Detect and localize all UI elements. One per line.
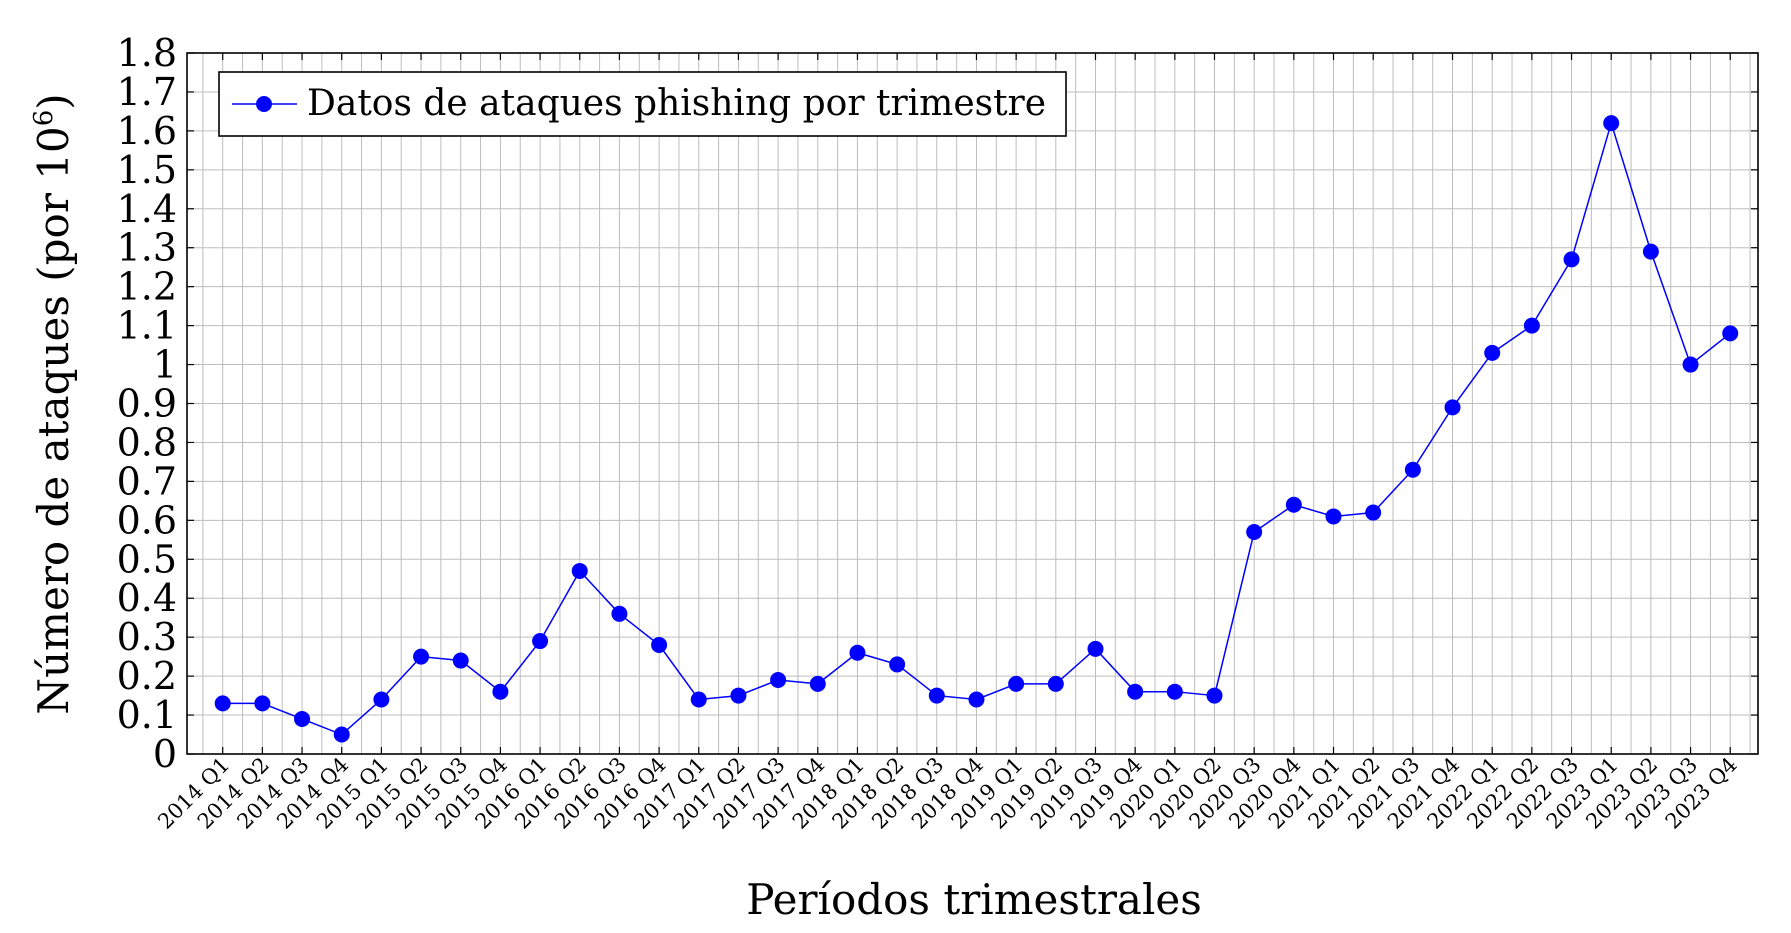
y-tick-label: 1.7	[117, 70, 177, 114]
data-point	[492, 683, 509, 700]
y-tick-label: 1.3	[117, 226, 177, 270]
legend: Datos de ataques phishing por trimestre	[218, 71, 1067, 137]
data-point	[1285, 496, 1302, 513]
data-point	[1246, 524, 1263, 541]
data-point	[1404, 461, 1421, 478]
y-tick-label: 1	[153, 343, 177, 387]
data-point	[1642, 243, 1659, 260]
data-point	[571, 562, 588, 579]
data-point	[1682, 356, 1699, 373]
y-tick-label: 1.5	[117, 148, 177, 192]
data-point	[333, 726, 350, 743]
data-point	[413, 648, 430, 665]
data-point	[611, 605, 628, 622]
axis-ticks	[187, 52, 1758, 755]
y-axis-title-exponent: 6	[29, 110, 59, 127]
data-point	[373, 691, 390, 708]
y-tick-label: 0.2	[117, 654, 177, 698]
data-point	[1444, 399, 1461, 416]
y-axis-title-main: Número de ataques (por 10	[29, 126, 78, 714]
data-point	[1563, 251, 1580, 268]
y-tick-label: 0.3	[117, 615, 177, 659]
y-tick-label: 0.8	[117, 420, 177, 464]
data-point	[214, 695, 231, 712]
y-tick-label: 1.2	[117, 265, 177, 309]
data-point	[1603, 115, 1620, 132]
data-point	[1047, 675, 1064, 692]
data-point	[1166, 683, 1183, 700]
legend-marker	[256, 96, 272, 112]
data-point	[690, 691, 707, 708]
plot-frame	[186, 52, 1759, 755]
y-tick-label: 1.6	[117, 109, 177, 153]
data-point	[809, 675, 826, 692]
data-point	[1523, 317, 1540, 334]
y-tick-labels: 00.10.20.30.40.50.60.70.80.911.11.21.31.…	[117, 31, 177, 776]
data-point	[1008, 675, 1025, 692]
legend-box	[218, 71, 1067, 137]
y-tick-label: 1.8	[117, 31, 177, 75]
data-point	[1206, 687, 1223, 704]
data-point	[452, 652, 469, 669]
y-axis-title: Número de ataques (por 106)	[29, 93, 78, 714]
data-point	[1127, 683, 1144, 700]
data-point	[1484, 344, 1501, 361]
data-point	[532, 633, 549, 650]
y-axis-title-close: )	[29, 93, 78, 109]
data-point	[1365, 504, 1382, 521]
legend-label: Datos de ataques phishing por trimestre	[307, 83, 1046, 124]
data-point	[730, 687, 747, 704]
data-point	[889, 656, 906, 673]
data-point	[770, 672, 787, 689]
data-point	[928, 687, 945, 704]
y-tick-label: 0	[153, 732, 177, 776]
y-tick-label: 0.9	[117, 382, 177, 426]
data-point	[1325, 508, 1342, 525]
data-point	[849, 644, 866, 661]
y-tick-label: 1.4	[117, 187, 177, 231]
y-tick-label: 0.1	[117, 693, 177, 737]
data-point	[651, 636, 668, 653]
data-point	[968, 691, 985, 708]
x-axis-title: Períodos trimestrales	[746, 875, 1202, 924]
data-point	[1722, 325, 1739, 342]
y-tick-label: 0.4	[117, 576, 177, 620]
data-point	[1087, 640, 1104, 657]
series-datos-phishing	[214, 115, 1739, 743]
grid-lines	[187, 52, 1758, 755]
y-tick-label: 0.7	[117, 459, 177, 503]
y-tick-label: 0.5	[117, 537, 177, 581]
y-tick-label: 0.6	[117, 498, 177, 542]
y-tick-label: 1.1	[117, 304, 177, 348]
data-point	[294, 710, 311, 727]
data-point	[254, 695, 271, 712]
